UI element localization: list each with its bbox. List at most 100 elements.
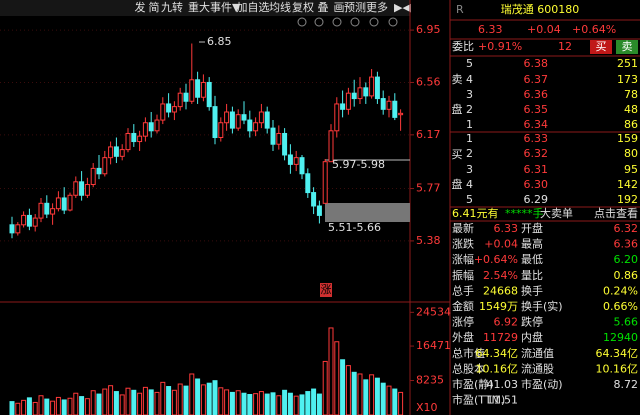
stat-value: 24668: [483, 284, 518, 297]
collapse-icon[interactable]: ▶◀: [394, 1, 411, 14]
volume-bar: [102, 388, 108, 415]
volume-bar: [351, 371, 357, 415]
volume-bar: [224, 389, 230, 415]
toolbar-item[interactable]: 重大事件: [188, 0, 232, 14]
tool-icon[interactable]: [388, 17, 398, 27]
book-volume: 48: [624, 103, 638, 116]
last-price: 6.33: [478, 23, 503, 36]
volume-bar: [374, 377, 380, 415]
volume-bar: [345, 365, 351, 415]
candle-body: [96, 167, 102, 175]
candle-body: [73, 181, 79, 196]
book-price: 6.32: [524, 147, 549, 160]
book-price: 6.38: [524, 57, 549, 70]
stat-label: 市盈(TTM): [452, 393, 505, 407]
tool-icon[interactable]: [332, 17, 342, 27]
candle-body: [276, 132, 282, 145]
candle-body: [398, 112, 404, 116]
volume-bar: [177, 383, 183, 415]
gap-label: 5.51-5.66: [328, 221, 381, 234]
tool-icon[interactable]: [297, 17, 307, 27]
book-level: 5: [466, 57, 473, 70]
buy-label[interactable]: 买: [596, 40, 607, 53]
stat-label: 外盘: [452, 330, 474, 344]
stat-value: 64.34亿: [596, 347, 639, 360]
toolbar-item[interactable]: 预测: [344, 1, 366, 14]
sell-button[interactable]: [616, 40, 638, 54]
tool-icon[interactable]: [314, 17, 324, 27]
candle-body: [21, 214, 27, 226]
stat-value: 0.86: [614, 269, 639, 282]
candle-body: [224, 111, 230, 124]
big-order-item: 大卖单: [540, 206, 573, 220]
volume-bar: [154, 391, 160, 415]
book-volume: 86: [624, 118, 638, 131]
volume-bar: [79, 396, 85, 415]
toolbar-item[interactable]: 九转: [161, 0, 183, 14]
volume-bar: [247, 393, 253, 415]
toolbar-item[interactable]: 均线: [269, 0, 291, 14]
toolbar-item[interactable]: 更多: [366, 0, 388, 14]
candle-body: [293, 157, 299, 165]
volume-tick-label: 24534: [416, 305, 451, 318]
toolbar-item[interactable]: 复权: [292, 0, 314, 14]
candle-body: [108, 146, 114, 159]
volume-bar: [195, 378, 201, 415]
panel-separators: [450, 19, 640, 222]
gap-zone: [325, 203, 410, 222]
candle-body: [235, 114, 241, 129]
volume-bar: [369, 374, 375, 415]
book-side-label: 盘: [452, 102, 463, 116]
price-tick-label: 5.38: [416, 234, 441, 247]
book-price: 6.30: [524, 178, 549, 191]
candle-body: [38, 202, 44, 219]
book-side-label: 买: [452, 148, 463, 161]
stat-value: 0.24%: [603, 284, 638, 297]
dropdown-icon[interactable]: ▼: [232, 1, 241, 14]
toolbar-item[interactable]: 简: [149, 0, 160, 14]
book-side-label: 卖: [452, 73, 463, 86]
book-level: 3: [466, 163, 473, 176]
volume-bar: [270, 392, 276, 415]
volume-bar: [305, 391, 311, 415]
book-volume: 80: [624, 147, 638, 160]
candle-body: [195, 79, 201, 98]
stat-label: 市盈(动): [521, 377, 563, 391]
candle-body: [177, 92, 183, 108]
book-volume: 159: [617, 132, 638, 145]
volume-bar: [299, 394, 305, 415]
stat-value: 41.03: [487, 378, 519, 391]
stat-value: 6.32: [614, 222, 639, 235]
book-price: 6.33: [524, 132, 549, 145]
sell-label[interactable]: 卖: [622, 40, 633, 53]
big-order-item[interactable]: 点击查看: [594, 206, 638, 220]
stat-label: 涨跌: [452, 237, 474, 251]
candle-body: [218, 122, 224, 139]
book-level: 5: [466, 193, 473, 206]
candle-body: [247, 119, 253, 132]
price-tick-label: 6.56: [416, 75, 441, 88]
tool-icon[interactable]: [350, 17, 360, 27]
book-volume: 251: [617, 57, 638, 70]
candle-body: [44, 202, 50, 215]
toolbar-item[interactable]: 叠: [318, 1, 329, 14]
tool-icon[interactable]: [369, 17, 379, 27]
stat-value: 6.36: [614, 238, 639, 251]
buy-button[interactable]: [590, 40, 612, 54]
candle-body: [305, 173, 311, 194]
stat-label: 涨幅: [452, 253, 474, 266]
book-level: 1: [466, 118, 473, 131]
candle-body: [171, 106, 177, 113]
book-volume: 78: [624, 88, 638, 101]
candle-body: [55, 197, 61, 210]
toolbar-item[interactable]: 发: [135, 0, 146, 14]
volume-bar: [32, 401, 38, 415]
stat-value: 10.16亿: [596, 362, 639, 375]
candle-body: [212, 106, 218, 139]
toolbar-item[interactable]: 加自选: [237, 1, 270, 14]
stat-value: 1549万: [479, 300, 518, 313]
book-level: 3: [466, 88, 473, 101]
price-tick-label: 5.77: [416, 182, 441, 195]
toolbar-item[interactable]: 画: [334, 1, 345, 14]
book-price: 6.35: [524, 103, 549, 116]
